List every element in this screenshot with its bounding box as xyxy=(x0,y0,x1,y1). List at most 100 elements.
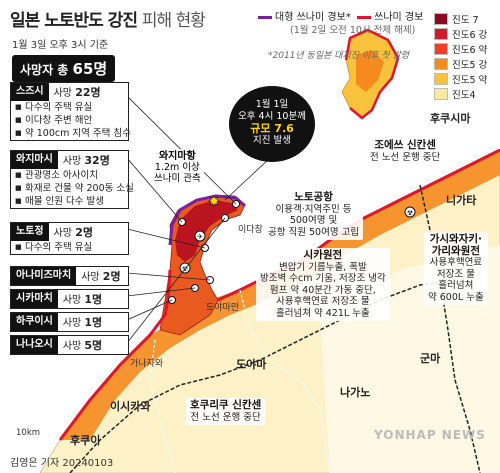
title-sub: 피해 현황 xyxy=(141,11,206,31)
hokuriku-name: 호쿠리쿠 신칸센 xyxy=(190,399,262,411)
place-niigata: 니가타 xyxy=(446,194,477,207)
city-deaths-value: 1명 xyxy=(84,293,103,306)
city-deaths-label: 사망 xyxy=(62,318,82,329)
shika-plant-name: 시카원전 xyxy=(303,249,343,261)
city-note: 약 100cm 지역 주택 침수 xyxy=(11,127,131,140)
city-deaths-value: 2명 xyxy=(102,270,121,283)
city-deaths: 사망 22명 xyxy=(49,84,106,100)
shika-plant-line: 펌프 약 40분간 가동 중단, xyxy=(269,284,376,296)
reference-date: 1월 3일 오후 3시 기준 xyxy=(12,40,109,51)
kashiwazaki-plant-marker xyxy=(404,206,416,218)
city-deaths-label: 사망 xyxy=(53,88,73,99)
place-noto: 노토반도 xyxy=(206,250,251,264)
city-name: 아나미즈마치 xyxy=(11,267,77,285)
quake-label: 지진 발생 xyxy=(253,135,291,146)
place-kanazawa: 가나자와 xyxy=(130,359,164,369)
city-header: 와지마시 사망 32명 xyxy=(11,151,128,169)
place-nagano: 나가노 xyxy=(340,386,371,399)
total-value: 65명 xyxy=(72,60,108,78)
intensity-swatch xyxy=(434,13,448,25)
place-toyama: 도야마 xyxy=(236,358,267,371)
city-deaths: 사망 32명 xyxy=(58,152,115,168)
wajima-port-line1: 1.2m 이상 xyxy=(154,162,200,173)
noto-airport-line: 500여명 및 xyxy=(289,215,338,226)
kashiwazaki-name2: 가리와원전 xyxy=(431,244,480,257)
city-header: 하쿠이시 사망 1명 xyxy=(11,313,128,331)
joetsu-line: 전 노선 운행 중단 xyxy=(370,151,441,163)
city-box: 시카마치 사망 1명 xyxy=(10,289,129,309)
logo: YONHAP NEWS xyxy=(374,428,486,442)
city-deaths: 사망 2명 xyxy=(76,268,125,284)
city-name: 와지마시 xyxy=(11,151,58,169)
kashiwazaki-line: 사용후핵연료 xyxy=(429,257,483,268)
tsunami-line-major xyxy=(168,194,246,246)
wajima-port-name: 와지마항 xyxy=(158,151,196,162)
intensity-label: 진도6 약 xyxy=(452,45,488,56)
city-deaths-label: 사망 xyxy=(81,272,100,283)
kashiwazaki-card: 가시와자키· 가리와원전 사용후핵연료 저장조 물 흘러넘쳐 약 600L 누출 xyxy=(424,232,488,305)
kashiwazaki-name: 가시와자키· xyxy=(429,233,482,245)
city-deaths: 사망 2명 xyxy=(49,224,98,240)
city-name: 스즈시 xyxy=(11,83,49,101)
total-label: 사망자 총 xyxy=(20,63,69,77)
svg-text:✈: ✈ xyxy=(197,233,203,241)
intensity-legend: 진도 7 진도6 강 진도6 약 진도5 강 진도5 약 진도4 xyxy=(434,12,494,102)
hokuriku-card: 호쿠리쿠 신칸센 전 노선 운행 중단 xyxy=(186,398,266,425)
kashiwazaki-line: 흘러넘쳐 xyxy=(438,280,474,291)
city-header: 아나미즈마치 사망 2명 xyxy=(11,267,128,285)
city-note: 화재로 건물 약 200동 소실 xyxy=(11,182,134,195)
city-deaths-label: 사망 xyxy=(53,228,73,239)
city-note: 이다창 주변 해안 xyxy=(11,114,128,127)
noto-airport-line: 공항 직원 50여명 고립 xyxy=(268,226,360,238)
intensity-legend-item: 진도5 강 xyxy=(434,57,494,71)
place-toyama-bay: 도야마만 xyxy=(206,303,240,313)
place-ishikawa: 이시카와 xyxy=(110,400,151,413)
hokuriku-shinkansen-line xyxy=(69,279,456,473)
noto-airport-card: 노토공항 이용객·지역주민 등 500여명 및 공항 직원 50여명 고립 xyxy=(264,190,364,240)
intensity-legend-item: 진도5 약 xyxy=(434,72,494,86)
joetsu-card: 조에쓰 신칸센 전 노선 운행 중단 xyxy=(366,138,445,165)
shika-plant-line: 사용후핵연료 저장조 물 xyxy=(276,296,370,307)
title-main: 일본 노토반도 강진 xyxy=(10,11,138,31)
city-note: 매몰 인원 다수 발생 xyxy=(11,195,128,208)
intensity-legend-item: 진도4 xyxy=(434,87,494,101)
city-name: 노토정 xyxy=(11,223,49,241)
city-header: 노토정 사망 2명 xyxy=(11,223,128,241)
city-header: 나나오시 사망 5명 xyxy=(11,336,128,354)
map-scale: 10km xyxy=(16,428,41,438)
intensity-swatch xyxy=(434,88,448,100)
airport-marker xyxy=(194,230,206,242)
epicenter-icon: ✸ xyxy=(208,194,220,210)
release-note: (1월 2일 오전 10시 전체 해제) xyxy=(290,25,416,36)
quake-date: 1월 1일 xyxy=(255,99,289,110)
noto-airport-line: 이용객·지역주민 등 xyxy=(275,203,352,215)
page-title: 일본 노토반도 강진 피해 현황 xyxy=(10,6,206,31)
wajima-port-card: 와지마항 1.2m 이상 쓰나미 관측 xyxy=(151,149,204,186)
total-deaths: 사망자 총 65명 xyxy=(12,55,116,82)
joetsu-name: 조에쓰 신칸센 xyxy=(374,139,436,151)
place-itoigawa: 이다창 xyxy=(238,225,263,235)
intensity-label: 진도4 xyxy=(452,90,476,101)
tsunami-label: 쓰나미 경보 xyxy=(374,12,424,23)
city-deaths: 사망 5명 xyxy=(58,337,107,353)
city-box: 아나미즈마치 사망 2명 xyxy=(10,266,129,286)
quake-info: 1월 1일 오후 4시 10분께 규모 7.6 지진 발생 xyxy=(229,86,315,162)
tsunami-legend: 대형 쓰나미 경보* 쓰나미 경보 xyxy=(258,8,423,23)
city-deaths-value: 2명 xyxy=(75,226,93,239)
joetsu-shinkansen-line xyxy=(419,184,481,473)
kashiwazaki-line: 약 600L 누출 xyxy=(428,291,484,303)
place-gunma: 군마 xyxy=(420,352,441,365)
city-deaths-label: 사망 xyxy=(62,341,82,352)
shika-plant-card: 시카원전 변압기 기름누출, 폭발 방조벽 수cm 기움, 저장조 냉각 펌프 … xyxy=(256,248,390,321)
quake-magnitude: 규모 7.6 xyxy=(250,122,294,135)
intensity-swatch xyxy=(434,73,448,85)
place-fukui: 후쿠이 xyxy=(70,434,101,447)
city-name: 하쿠이시 xyxy=(11,313,58,331)
coast-band xyxy=(60,150,500,440)
intensity-legend-item: 진도6 약 xyxy=(434,42,494,56)
city-note: 다수의 주택 유실 xyxy=(11,241,128,254)
city-deaths: 사망 1명 xyxy=(58,314,107,330)
shika-plant-line: 변압기 기름누출, 폭발 xyxy=(278,261,367,273)
